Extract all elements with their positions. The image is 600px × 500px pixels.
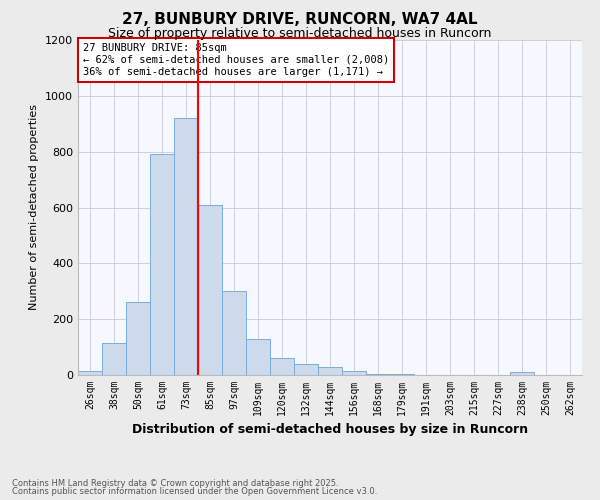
Bar [246, 338, 270, 375]
Text: Contains public sector information licensed under the Open Government Licence v3: Contains public sector information licen… [12, 487, 377, 496]
Text: Contains HM Land Registry data © Crown copyright and database right 2025.: Contains HM Land Registry data © Crown c… [12, 478, 338, 488]
Bar [510, 372, 534, 375]
Text: 27, BUNBURY DRIVE, RUNCORN, WA7 4AL: 27, BUNBURY DRIVE, RUNCORN, WA7 4AL [122, 12, 478, 28]
X-axis label: Distribution of semi-detached houses by size in Runcorn: Distribution of semi-detached houses by … [132, 424, 528, 436]
Text: 27 BUNBURY DRIVE: 85sqm
← 62% of semi-detached houses are smaller (2,008)
36% of: 27 BUNBURY DRIVE: 85sqm ← 62% of semi-de… [83, 44, 389, 76]
Bar [342, 371, 366, 375]
Bar [270, 358, 294, 375]
Bar [318, 366, 342, 375]
Bar [78, 371, 102, 375]
Bar [294, 364, 318, 375]
Bar [126, 302, 150, 375]
Y-axis label: Number of semi-detached properties: Number of semi-detached properties [29, 104, 40, 310]
Bar [150, 154, 174, 375]
Bar [366, 374, 390, 375]
Bar [222, 291, 246, 375]
Bar [174, 118, 198, 375]
Text: Size of property relative to semi-detached houses in Runcorn: Size of property relative to semi-detach… [109, 28, 491, 40]
Bar [102, 343, 126, 375]
Bar [198, 204, 222, 375]
Bar [390, 374, 414, 375]
